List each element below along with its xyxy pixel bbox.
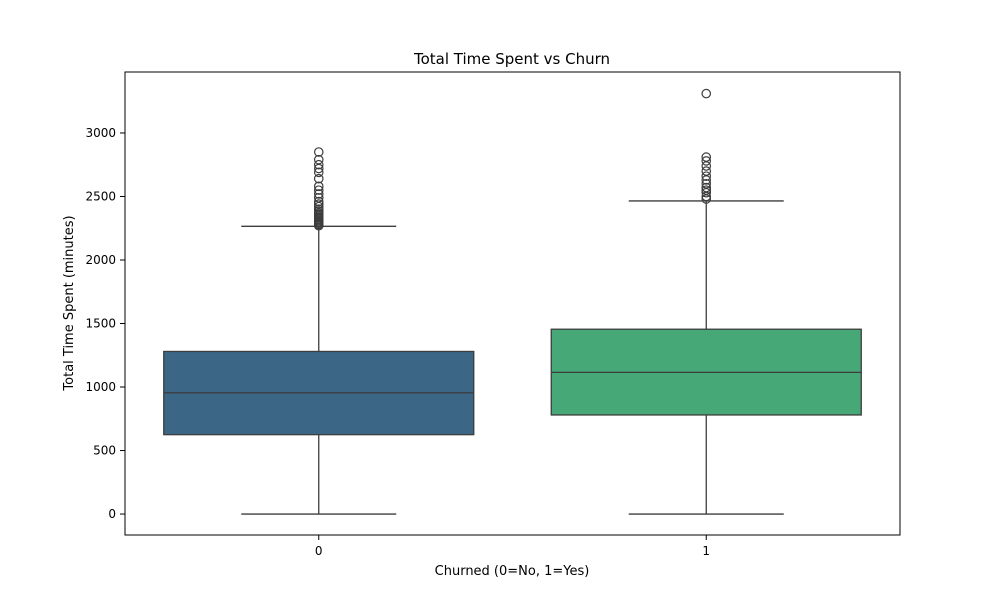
outlier-point-category-0 [313, 181, 324, 192]
outlier-point-category-1 [701, 185, 712, 195]
outlier-point-category-1 [701, 88, 712, 99]
y-axis-label: Total Time Spent (minutes) [62, 215, 77, 391]
outlier-point-category-1 [701, 182, 712, 193]
outlier-point-category-0 [313, 189, 324, 199]
outlier-point-category-1 [701, 171, 712, 181]
outlier-point-category-0 [313, 159, 324, 170]
outlier-point-category-0 [313, 185, 324, 195]
outlier-point-category-0 [313, 167, 324, 178]
outlier-point-category-0 [313, 196, 324, 207]
x-tick-label-category-1: 1 [702, 544, 710, 558]
outlier-point-category-1 [701, 178, 712, 189]
outlier-point-category-0 [313, 147, 324, 157]
plot-area: 0 1 0 500 1000 1500 2000 2500 3000 [85, 71, 901, 558]
outlier-point-category-0 [313, 173, 324, 184]
y-tick-label: 1500 [85, 317, 116, 331]
y-tick-label: 1000 [85, 380, 116, 394]
outlier-point-category-0 [313, 199, 324, 209]
y-tick-label: 3000 [85, 126, 116, 140]
chart-title: Total Time Spent vs Churn [413, 50, 610, 68]
y-tick-label: 2500 [85, 189, 116, 203]
outlier-point-category-1 [701, 156, 712, 166]
y-tick-label: 500 [93, 444, 116, 458]
outlier-point-category-1 [701, 166, 712, 176]
outlier-point-category-0 [313, 204, 324, 214]
x-axis-label: Churned (0=No, 1=Yes) [435, 564, 590, 579]
x-tick-label-category-0: 0 [315, 544, 323, 558]
y-tick-label: 0 [108, 507, 116, 521]
outlier-point-category-0 [313, 192, 324, 203]
plot-frame [124, 71, 901, 536]
outlier-point-category-0 [313, 154, 324, 165]
outlier-point-category-1 [701, 152, 712, 162]
y-tick-label: 2000 [85, 253, 116, 267]
